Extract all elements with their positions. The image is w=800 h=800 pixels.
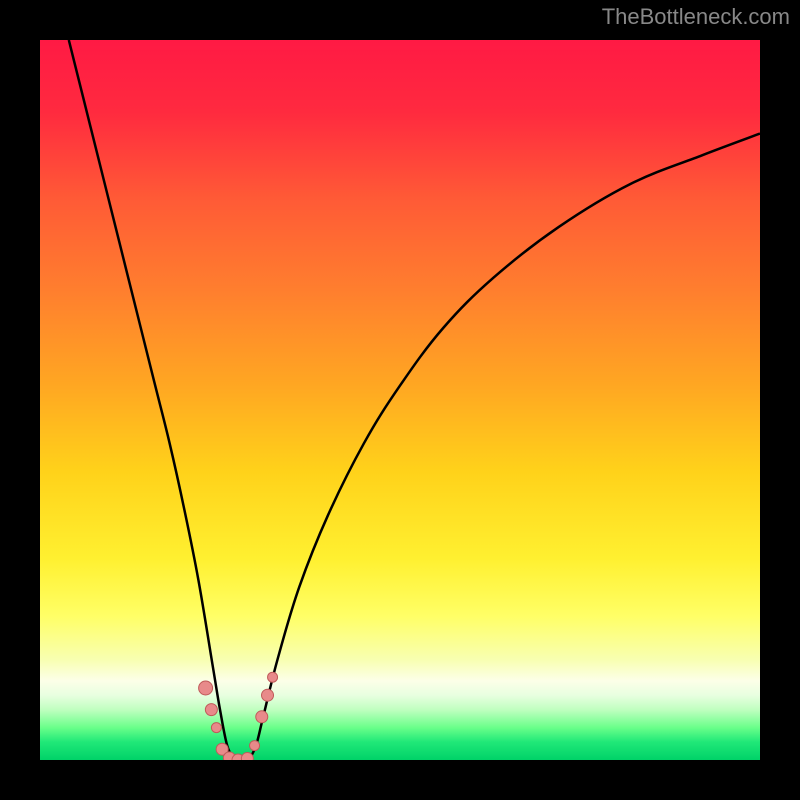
data-marker — [211, 723, 221, 733]
plot-area — [40, 40, 760, 760]
curve-right-branch — [249, 134, 760, 760]
data-marker — [256, 711, 268, 723]
data-marker — [262, 689, 274, 701]
curve-left-branch — [69, 40, 235, 760]
watermark-text: TheBottleneck.com — [602, 4, 790, 30]
data-marker — [199, 681, 213, 695]
data-marker — [241, 753, 253, 760]
chart-container: TheBottleneck.com — [0, 0, 800, 800]
data-marker — [250, 741, 260, 751]
data-marker — [205, 704, 217, 716]
marker-group — [199, 672, 278, 760]
bottleneck-curve — [40, 40, 760, 760]
data-marker — [268, 672, 278, 682]
